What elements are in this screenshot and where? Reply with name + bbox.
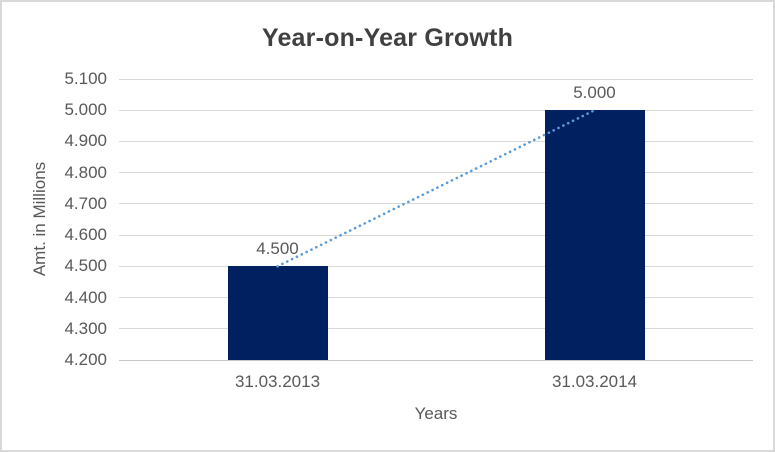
gridline [119, 78, 753, 80]
x-tick-label: 31.03.2014 [551, 372, 638, 391]
y-tick-label: 4.800 [64, 162, 107, 182]
gridline [119, 297, 753, 299]
gridline [119, 328, 753, 330]
gridline [119, 265, 753, 267]
bar-value-label: 4.500 [256, 239, 299, 259]
trendline [276, 108, 596, 268]
x-axis-title: Years [414, 404, 458, 423]
x-axis-line [119, 360, 753, 361]
y-tick-label: 4.700 [64, 193, 107, 213]
bar-31.03.2013 [227, 266, 328, 360]
gridline [119, 140, 753, 142]
bar-value-label: 5.000 [573, 83, 616, 103]
chart-title: Year-on-Year Growth [261, 24, 514, 52]
y-tick-label: 4.500 [64, 256, 107, 276]
gridline [119, 172, 753, 174]
bar-31.03.2014 [544, 110, 645, 360]
y-tick-label: 4.200 [64, 350, 107, 369]
y-tick-label: 4.900 [64, 131, 107, 151]
y-tick-label: 4.600 [64, 225, 107, 245]
y-tick-label: 4.400 [64, 287, 107, 307]
y-tick-label: 5.100 [64, 69, 107, 88]
gridline [119, 203, 753, 205]
gridline [119, 234, 753, 236]
y-tick-label: 4.300 [64, 318, 107, 338]
x-tick-label: 31.03.2013 [234, 372, 321, 391]
plot-area [119, 78, 753, 361]
gridline [119, 109, 753, 111]
y-tick-label: 5.000 [64, 100, 107, 120]
